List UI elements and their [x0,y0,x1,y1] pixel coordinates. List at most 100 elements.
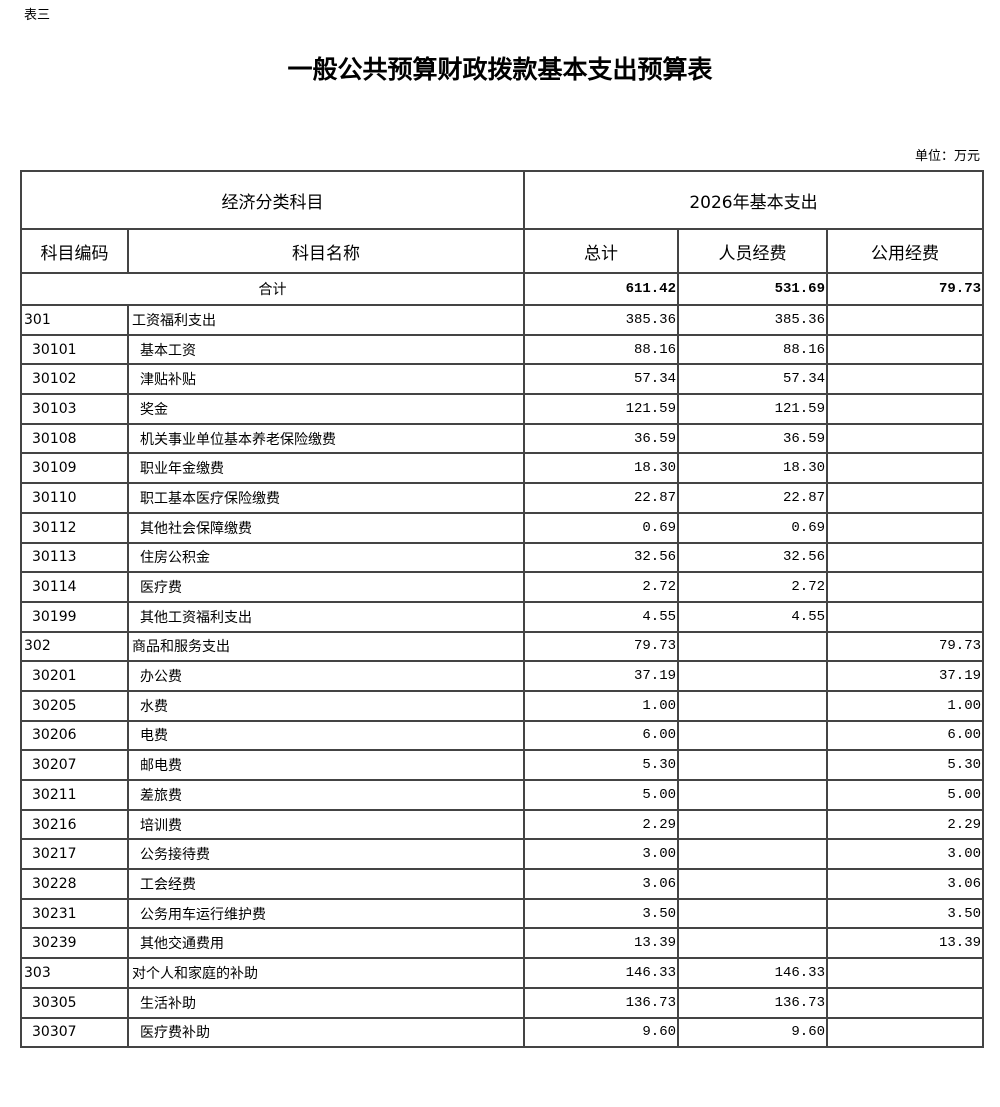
row-personnel [677,630,828,663]
row-total: 2.29 [523,808,679,841]
table-row: 30101 基本工资 88.16 88.16 [20,333,984,366]
row-public [826,957,984,989]
row-name: 差旅费 [127,779,525,811]
row-total: 3.06 [523,868,679,900]
table-row: 30112 其他社会保障缴费 0.69 0.69 [20,511,984,544]
row-code: 303 [20,957,129,989]
total-total: 611.42 [523,272,679,306]
row-total: 136.73 [523,986,679,1019]
row-name: 住房公积金 [127,541,525,574]
row-total: 79.73 [523,630,679,663]
row-public [826,482,984,514]
table-row: 30102 津贴补贴 57.34 57.34 [20,363,984,396]
row-name: 基本工资 [127,333,525,366]
row-total: 6.00 [523,719,679,752]
row-code: 30211 [20,779,129,811]
row-name: 工资福利支出 [127,304,525,336]
row-code: 30102 [20,363,129,396]
row-public: 5.00 [826,779,984,811]
row-total: 2.72 [523,571,679,603]
row-code: 30113 [20,541,129,574]
row-personnel: 2.72 [677,571,828,603]
row-code: 30108 [20,422,129,455]
row-total: 37.19 [523,660,679,692]
row-name: 其他工资福利支出 [127,600,525,633]
row-personnel: 32.56 [677,541,828,574]
row-name: 津贴补贴 [127,363,525,396]
table-row: 30307 医疗费补助 9.60 9.60 [20,1016,984,1049]
row-code: 30239 [20,927,129,960]
row-name: 其他交通费用 [127,927,525,960]
row-personnel: 121.59 [677,393,828,425]
table-row: 302 商品和服务支出 79.73 79.73 [20,630,984,663]
row-total: 18.30 [523,452,679,485]
header-row-columns: 科目编码 科目名称 总计 人员经费 公用经费 [20,228,984,274]
row-name: 对个人和家庭的补助 [127,957,525,989]
row-code: 30305 [20,986,129,1019]
row-personnel: 4.55 [677,600,828,633]
row-public: 3.50 [826,897,984,930]
row-public [826,571,984,603]
row-name: 公务用车运行维护费 [127,897,525,930]
row-personnel [677,779,828,811]
row-public: 1.00 [826,689,984,722]
row-personnel [677,749,828,781]
table-row: 30103 奖金 121.59 121.59 [20,393,984,425]
row-personnel: 9.60 [677,1016,828,1049]
row-personnel [677,689,828,722]
row-public: 79.73 [826,630,984,663]
row-total: 0.69 [523,511,679,544]
row-total: 57.34 [523,363,679,396]
table-row: 30205 水费 1.00 1.00 [20,689,984,722]
row-public: 6.00 [826,719,984,752]
table-number-label: 表三 [24,8,51,23]
row-code: 30307 [20,1016,129,1049]
row-public [826,1016,984,1049]
row-total: 121.59 [523,393,679,425]
unit-label: 单位：万元 [914,149,980,164]
row-public [826,986,984,1019]
row-total: 385.36 [523,304,679,336]
table-row: 30201 办公费 37.19 37.19 [20,660,984,692]
row-name: 公务接待费 [127,838,525,871]
row-total: 88.16 [523,333,679,366]
table-row: 30216 培训费 2.29 2.29 [20,808,984,841]
row-personnel: 57.34 [677,363,828,396]
row-name: 办公费 [127,660,525,692]
row-name: 水费 [127,689,525,722]
row-code: 30205 [20,689,129,722]
row-personnel: 385.36 [677,304,828,336]
row-code: 30217 [20,838,129,871]
row-total: 32.56 [523,541,679,574]
row-public [826,304,984,336]
row-public [826,333,984,366]
row-code: 301 [20,304,129,336]
row-public [826,600,984,633]
row-public [826,363,984,396]
row-total: 13.39 [523,927,679,960]
row-personnel: 18.30 [677,452,828,485]
table-row: 30231 公务用车运行维护费 3.50 3.50 [20,897,984,930]
header-public: 公用经费 [826,228,984,274]
header-row-group: 经济分类科目 2026年基本支出 [20,170,984,230]
row-public [826,452,984,485]
table-row: 30217 公务接待费 3.00 3.00 [20,838,984,871]
row-total: 146.33 [523,957,679,989]
row-code: 30207 [20,749,129,781]
row-code: 302 [20,630,129,663]
table-row: 303 对个人和家庭的补助 146.33 146.33 [20,957,984,989]
row-personnel [677,719,828,752]
row-personnel [677,838,828,871]
row-code: 30112 [20,511,129,544]
table-row: 30228 工会经费 3.06 3.06 [20,868,984,900]
row-total: 5.30 [523,749,679,781]
row-code: 30199 [20,600,129,633]
table-row: 30207 邮电费 5.30 5.30 [20,749,984,781]
row-public [826,422,984,455]
row-code: 30216 [20,808,129,841]
row-personnel [677,660,828,692]
row-personnel: 0.69 [677,511,828,544]
row-code: 30109 [20,452,129,485]
row-code: 30103 [20,393,129,425]
row-name: 机关事业单位基本养老保险缴费 [127,422,525,455]
